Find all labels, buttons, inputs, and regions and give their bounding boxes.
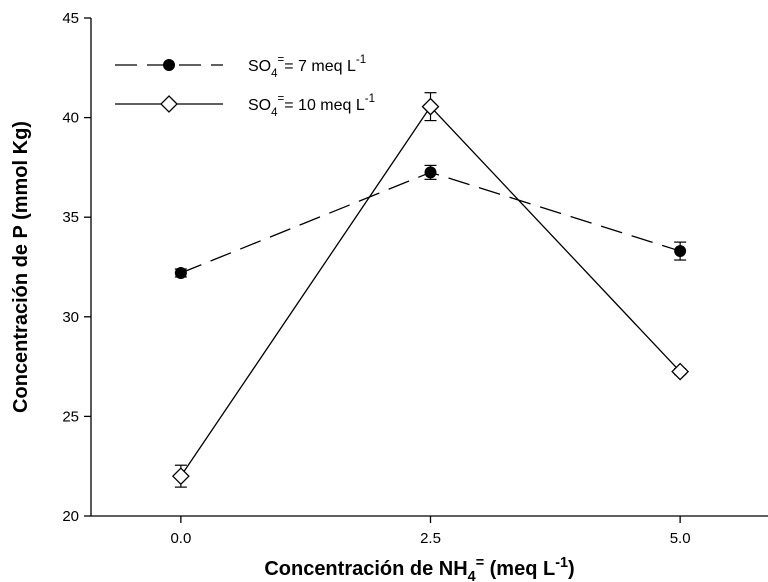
marker [424,166,437,179]
text-part: SO [248,58,271,75]
text-part: = [278,54,285,66]
x-tick-label: 2.5 [420,530,441,547]
text-part: -1 [555,555,568,571]
legend-marker [160,95,178,113]
marker [171,467,190,486]
text-part: 4 [271,107,278,119]
y-axis-title: Concentración de P (mmol Kg) [10,121,32,413]
text-part: = 7 meq L [284,58,356,75]
x-axis-title: Concentración de NH4= (meq L-1) [264,555,574,582]
y-tick-label: 40 [62,110,79,127]
text-part: = [278,93,285,105]
marker [674,245,687,258]
legend-marker [163,59,175,71]
series-line [180,105,681,477]
text-part: (meq L [484,558,555,580]
y-tick-label: 20 [62,508,79,525]
series-line [180,171,681,274]
y-tick-label: 25 [62,408,79,425]
marker [174,266,187,279]
text-part: ) [568,558,575,580]
text-part: Concentración de NH [264,558,467,580]
text-part: SO [248,97,271,114]
y-tick-label: 30 [62,309,79,326]
text-part: -1 [356,54,366,66]
y-tick-label: 45 [62,10,79,27]
x-tick-label: 5.0 [670,530,691,547]
y-tick-label: 35 [62,209,79,226]
legend-label: SO4== 10 meq L-1 [248,93,375,119]
text-part: 4 [271,68,278,80]
marker [671,362,690,381]
text-part: -1 [365,93,375,105]
text-part: = [476,555,484,571]
marker [421,97,440,116]
text-part: 4 [468,569,476,582]
text-part: = 10 meq L [284,97,365,114]
x-tick-label: 0.0 [170,530,191,547]
legend-label: SO4== 7 meq L-1 [248,54,366,80]
